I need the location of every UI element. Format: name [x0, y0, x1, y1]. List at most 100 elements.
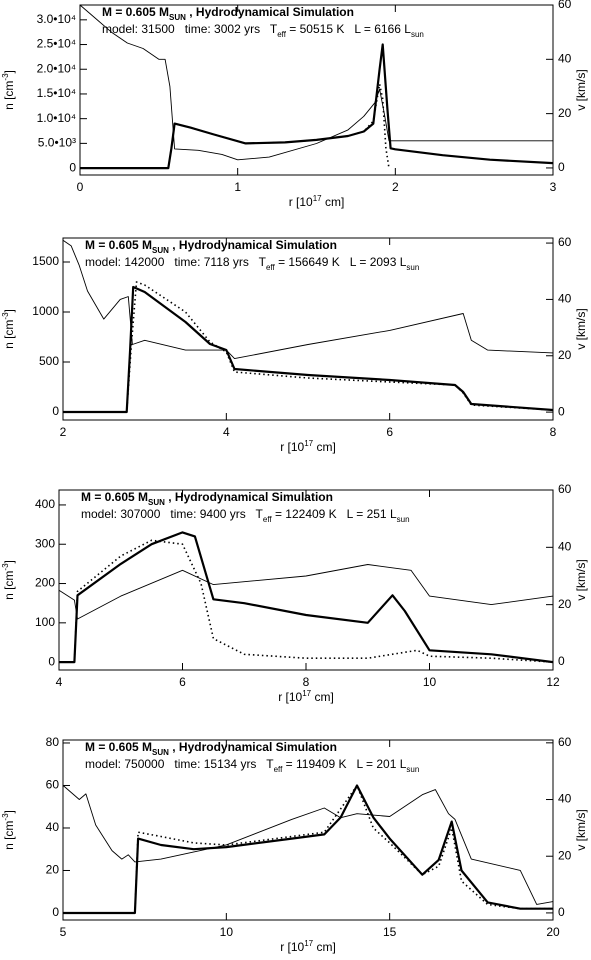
- y2-tick-label: 40: [558, 539, 572, 553]
- x-axis-label: r [1017 cm]: [280, 939, 336, 955]
- y-tick-label: 1.0•10⁴: [37, 111, 76, 125]
- text-part: , Hydrodynamical Simulation: [186, 5, 354, 19]
- y-axis-label: n [cm-3]: [1, 70, 17, 110]
- y-axis-label: n [cm-3]: [1, 309, 17, 349]
- series-line: [80, 83, 390, 169]
- text-part: v [km/s]: [574, 559, 588, 600]
- y-axis-label: n [cm-3]: [1, 810, 17, 850]
- plot-frame: [79, 4, 554, 176]
- y-tick-label: 2.0•10⁴: [37, 61, 76, 75]
- text-part: SUN: [152, 748, 169, 757]
- text-part: cm]: [311, 690, 334, 704]
- text-part: ]: [2, 309, 16, 312]
- panel-info: model: 142000 time: 7118 yrs Teff = 1566…: [85, 255, 419, 271]
- text-part: sun: [411, 30, 424, 39]
- text-part: M = 0.605 M: [85, 740, 152, 754]
- x-axis-label: r [1017 cm]: [289, 194, 345, 210]
- x-tick-label: 8: [303, 675, 310, 689]
- y2-tick-label: 20: [558, 106, 572, 120]
- text-part: SUN: [148, 498, 165, 507]
- y2-tick-label: 0: [558, 160, 565, 174]
- y2-tick-label: 60: [558, 235, 572, 249]
- x-tick-label: 1: [234, 180, 241, 194]
- x-axis-label: r [1017 cm]: [280, 439, 336, 455]
- text-part: n [cm: [2, 571, 16, 600]
- y2-tick-label: 20: [558, 848, 572, 862]
- panel-info: model: 750000 time: 15134 yrs Teff = 119…: [85, 757, 419, 773]
- text-part: r [10: [289, 195, 313, 209]
- text-part: cm]: [313, 440, 336, 454]
- y2-tick-label: 0: [558, 404, 565, 418]
- x-tick-label: 6: [179, 675, 186, 689]
- text-part: = 119409 K L = 201 L: [282, 757, 406, 771]
- text-part: -3: [1, 813, 10, 821]
- y2-axis-label: v [km/s]: [574, 559, 588, 600]
- y-tick-label: 3.0•10⁴: [37, 12, 76, 26]
- text-part: , Hydrodynamical Simulation: [169, 238, 337, 252]
- x-tick-label: 10: [423, 675, 437, 689]
- text-part: eff: [274, 765, 284, 774]
- x-tick-label: 15: [383, 925, 397, 939]
- series-line: [63, 784, 553, 915]
- y2-axis-label: v [km/s]: [574, 809, 588, 850]
- series-line: [62, 239, 554, 360]
- x-tick-label: 20: [546, 925, 560, 939]
- y-tick-label: 20: [46, 863, 60, 877]
- text-part: eff: [266, 263, 276, 272]
- text-part: model: 31500 time: 3002 yrs T: [102, 22, 278, 36]
- y2-tick-label: 40: [558, 292, 572, 306]
- x-tick-label: 4: [56, 675, 63, 689]
- text-part: eff: [277, 30, 287, 39]
- x-tick-label: 4: [223, 425, 230, 439]
- y-tick-label: 0: [48, 654, 55, 668]
- text-part: = 156649 K L = 2093 L: [275, 255, 407, 269]
- plot-frame: [62, 237, 554, 421]
- text-part: 17: [302, 689, 311, 698]
- y2-axis-label: v [km/s]: [574, 69, 588, 110]
- text-part: cm]: [322, 195, 345, 209]
- text-part: sun: [406, 765, 419, 774]
- y-tick-label: 1500: [32, 254, 59, 268]
- y-tick-label: 60: [46, 778, 60, 792]
- y2-tick-label: 20: [558, 597, 572, 611]
- plot-frame: [62, 739, 554, 921]
- y-tick-label: 1.5•10⁴: [37, 86, 76, 100]
- text-part: ]: [2, 560, 16, 563]
- text-part: r [10: [278, 690, 302, 704]
- x-axis-label: r [1017 cm]: [278, 689, 334, 705]
- text-part: ]: [2, 810, 16, 813]
- text-part: 17: [313, 194, 322, 203]
- text-part: model: 750000 time: 15134 yrs T: [85, 757, 274, 771]
- text-part: , Hydrodynamical Simulation: [169, 740, 337, 754]
- y-tick-label: 200: [35, 576, 55, 590]
- y-tick-label: 0: [52, 905, 59, 919]
- x-tick-label: 3: [550, 180, 557, 194]
- series-line: [62, 785, 554, 905]
- y-tick-label: 1000: [32, 304, 59, 318]
- y2-axis-label: v [km/s]: [574, 308, 588, 349]
- y2-tick-label: 40: [558, 51, 572, 65]
- y-tick-label: 400: [35, 497, 55, 511]
- panel-title: M = 0.605 MSUN , Hydrodynamical Simulati…: [85, 740, 337, 756]
- text-part: model: 142000 time: 7118 yrs T: [85, 255, 267, 269]
- y2-tick-label: 0: [558, 905, 565, 919]
- text-part: -3: [1, 563, 10, 571]
- text-part: n [cm: [2, 320, 16, 349]
- y2-tick-label: 40: [558, 792, 572, 806]
- text-part: model: 307000 time: 9400 yrs T: [81, 507, 264, 521]
- y2-tick-label: 0: [558, 654, 565, 668]
- series-line: [58, 564, 554, 620]
- y-tick-label: 40: [46, 820, 60, 834]
- series-line: [63, 784, 553, 914]
- text-part: SUN: [169, 13, 186, 22]
- x-tick-label: 6: [386, 425, 393, 439]
- series-line: [63, 285, 554, 414]
- x-tick-label: 8: [550, 425, 557, 439]
- y-tick-label: 0: [69, 160, 76, 174]
- series-line: [80, 43, 554, 170]
- y-tick-label: 80: [46, 735, 60, 749]
- x-tick-label: 0: [77, 180, 84, 194]
- text-part: cm]: [313, 940, 336, 954]
